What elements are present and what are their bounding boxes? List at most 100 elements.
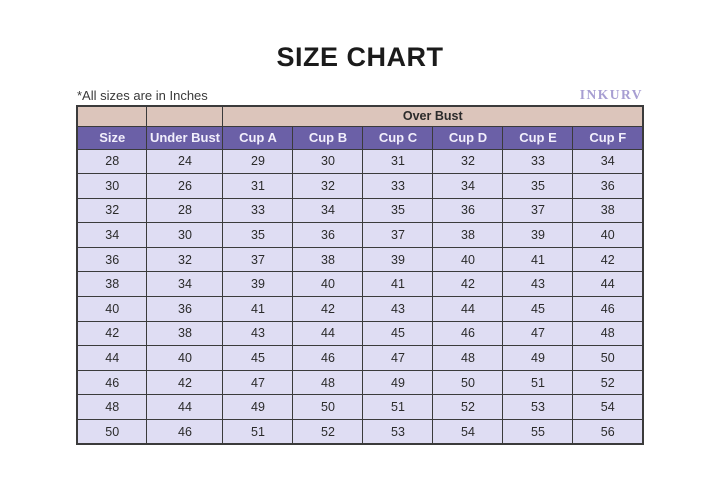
table-row: 36 32 37 38 39 40 41 42 — [76, 246, 644, 273]
table-cell: 33 — [502, 148, 574, 175]
table-cell: 35 — [362, 197, 434, 224]
table-cell: 35 — [222, 222, 294, 248]
table-cell: 49 — [362, 369, 434, 396]
table-cell: 41 — [362, 271, 434, 298]
table-cell: 40 — [572, 222, 644, 248]
table-cell: 37 — [502, 197, 574, 224]
table-cell: 39 — [222, 271, 294, 298]
table-cell: 40 — [146, 345, 224, 371]
table-cell: 33 — [222, 197, 294, 224]
table-cell: 39 — [362, 246, 434, 273]
table-row: 44 40 45 46 47 48 49 50 — [76, 345, 644, 371]
table-cell: 30 — [146, 222, 224, 248]
table-cell: 48 — [572, 320, 644, 347]
table-cell: 46 — [146, 419, 224, 445]
table-cell: 38 — [292, 246, 364, 273]
table-cell: 34 — [146, 271, 224, 298]
column-header: Size — [76, 125, 148, 150]
table-cell: 37 — [222, 246, 294, 273]
table-cell: 50 — [292, 394, 364, 421]
table-cell: 54 — [572, 394, 644, 421]
table-body: 28 24 29 30 31 32 33 34 30 26 31 32 33 34 35 36 32 28 33 34… — [76, 148, 644, 445]
table-row: 40 36 41 42 43 44 45 46 — [76, 296, 644, 322]
table-cell: 52 — [432, 394, 504, 421]
table-cell: 34 — [572, 148, 644, 175]
table-cell: 44 — [432, 296, 504, 322]
units-note: *All sizes are in Inches — [77, 88, 208, 103]
group-header-empty-cell — [146, 105, 224, 127]
table-cell: 44 — [292, 320, 364, 347]
brand-logo: INKURV — [579, 87, 643, 102]
table-cell: 38 — [146, 320, 224, 347]
table-cell: 32 — [432, 148, 504, 175]
group-header-empty-cell — [76, 105, 148, 127]
page-title: SIZE CHART — [276, 42, 444, 72]
table-cell: 53 — [362, 419, 434, 445]
table-cell: 43 — [502, 271, 574, 298]
table-cell: 41 — [222, 296, 294, 322]
table-cell: 45 — [502, 296, 574, 322]
table-cell: 42 — [292, 296, 364, 322]
table-cell: 47 — [362, 345, 434, 371]
group-header-row: Over Bust — [76, 105, 644, 127]
table-cell: 44 — [76, 345, 148, 371]
table-cell: 55 — [502, 419, 574, 445]
table-cell: 36 — [146, 296, 224, 322]
table-cell: 48 — [76, 394, 148, 421]
table-cell: 32 — [146, 246, 224, 273]
table-cell: 50 — [572, 345, 644, 371]
table-cell: 36 — [572, 173, 644, 199]
table-cell: 48 — [292, 369, 364, 396]
table-cell: 56 — [572, 419, 644, 445]
table-cell: 43 — [222, 320, 294, 347]
table-cell: 37 — [362, 222, 434, 248]
column-header: Cup C — [362, 125, 434, 150]
table-cell: 36 — [432, 197, 504, 224]
table-cell: 42 — [572, 246, 644, 273]
table-row: 46 42 47 48 49 50 51 52 — [76, 369, 644, 396]
column-header: Cup E — [502, 125, 574, 150]
table-cell: 32 — [76, 197, 148, 224]
table-cell: 41 — [502, 246, 574, 273]
table-cell: 38 — [76, 271, 148, 298]
column-header: Cup D — [432, 125, 504, 150]
table-row: 34 30 35 36 37 38 39 40 — [76, 222, 644, 248]
table-cell: 30 — [292, 148, 364, 175]
table-cell: 46 — [572, 296, 644, 322]
table-cell: 40 — [292, 271, 364, 298]
table-cell: 50 — [76, 419, 148, 445]
table-cell: 42 — [76, 320, 148, 347]
table-cell: 43 — [362, 296, 434, 322]
table-cell: 42 — [432, 271, 504, 298]
table-cell: 34 — [76, 222, 148, 248]
column-header: Cup A — [222, 125, 294, 150]
group-header-over-bust: Over Bust — [222, 105, 644, 127]
table-cell: 26 — [146, 173, 224, 199]
table-cell: 24 — [146, 148, 224, 175]
table-cell: 40 — [432, 246, 504, 273]
table-cell: 32 — [292, 173, 364, 199]
table-cell: 47 — [222, 369, 294, 396]
table-cell: 49 — [502, 345, 574, 371]
table-row: 32 28 33 34 35 36 37 38 — [76, 197, 644, 224]
table-cell: 47 — [502, 320, 574, 347]
table-cell: 45 — [362, 320, 434, 347]
table-cell: 44 — [572, 271, 644, 298]
column-header: Cup F — [572, 125, 644, 150]
table-cell: 48 — [432, 345, 504, 371]
column-header: Under Bust — [146, 125, 224, 150]
table-cell: 36 — [76, 246, 148, 273]
table-cell: 52 — [572, 369, 644, 396]
table-cell: 54 — [432, 419, 504, 445]
table-cell: 52 — [292, 419, 364, 445]
table-cell: 29 — [222, 148, 294, 175]
table-cell: 50 — [432, 369, 504, 396]
table-row: 50 46 51 52 53 54 55 56 — [76, 419, 644, 445]
table-cell: 31 — [222, 173, 294, 199]
table-cell: 30 — [76, 173, 148, 199]
table-cell: 34 — [292, 197, 364, 224]
table-cell: 34 — [432, 173, 504, 199]
table-cell: 51 — [362, 394, 434, 421]
